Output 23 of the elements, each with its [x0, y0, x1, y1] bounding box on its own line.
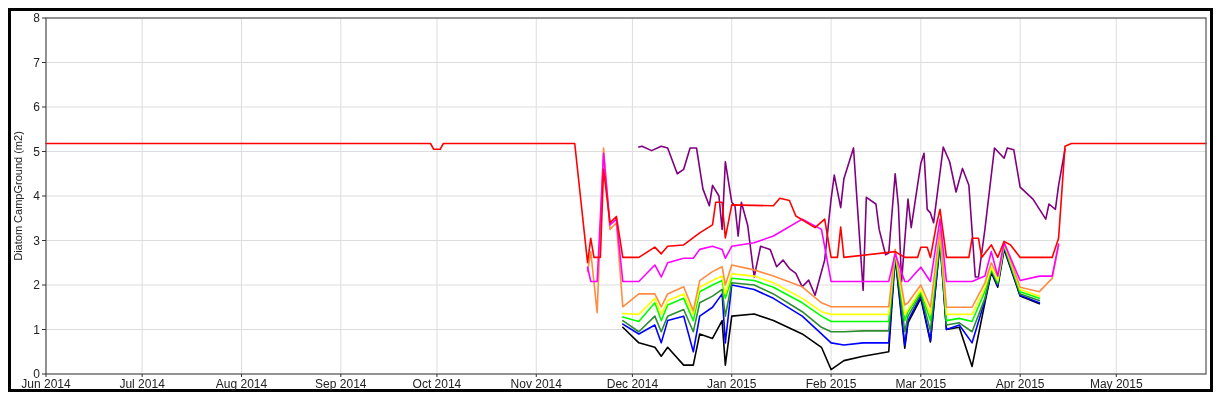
x-tick-label: May 2015 [1089, 377, 1143, 391]
x-tick-label: Feb 2015 [805, 377, 857, 391]
x-tick-label: Jan 2015 [707, 377, 757, 391]
x-tick-label: Sep 2014 [315, 377, 367, 391]
x-tick-label: Mar 2015 [895, 377, 947, 391]
x-tick-label: Apr 2015 [995, 377, 1045, 391]
x-tick-label: Jul 2014 [119, 377, 166, 391]
line-series [45, 142, 1207, 264]
x-tick-label: Oct 2014 [412, 377, 462, 391]
y-tick-label: 1 [33, 322, 41, 337]
x-tick-label: Aug 2014 [215, 377, 268, 391]
y-tick-label: 2 [33, 278, 41, 292]
line-series [586, 152, 1060, 283]
y-tick-label: 5 [33, 144, 41, 159]
x-tick-label: Dec 2014 [606, 377, 659, 391]
y-tick-label: 4 [33, 189, 41, 203]
y-tick-label: 7 [33, 55, 41, 70]
y-tick-label: 8 [33, 11, 41, 25]
y-tick-label: 6 [33, 100, 41, 114]
y-axis-title: Diatom CampGround (m2) [12, 131, 24, 261]
x-tick-label: Nov 2014 [510, 377, 563, 391]
y-tick-label: 3 [33, 233, 41, 248]
line-series [638, 145, 1066, 297]
